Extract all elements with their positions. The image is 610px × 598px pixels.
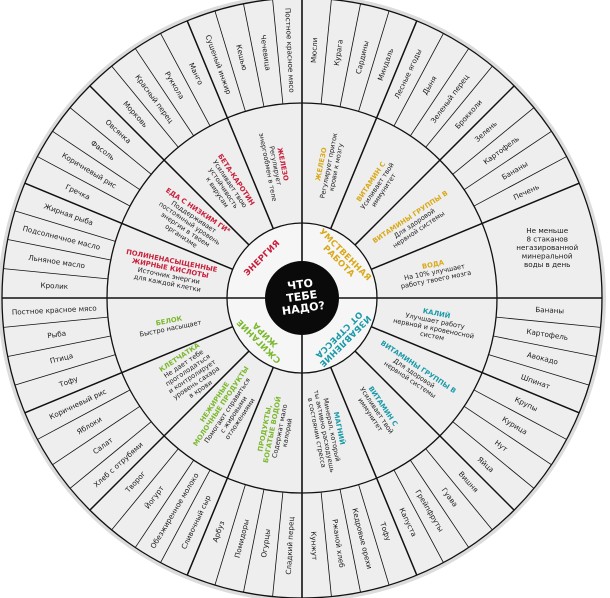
food-item: Огурцы	[259, 528, 272, 558]
food-divider	[111, 448, 179, 531]
food-item: Кролик	[40, 281, 69, 291]
center-circle	[265, 261, 339, 335]
nutrient-divider	[354, 350, 515, 511]
food-item: Сладкий перец	[284, 516, 296, 574]
food-item: Рыба	[47, 329, 67, 341]
food-divider	[425, 65, 493, 148]
nutrient-divider	[186, 367, 274, 576]
nutrient-divider	[371, 182, 580, 270]
food-item: Постное красное мясо	[12, 304, 97, 317]
food-item: Мюсли	[309, 37, 319, 63]
food-divider	[410, 48, 470, 137]
food-item: Бананы	[535, 305, 565, 315]
food-divider	[320, 0, 332, 104]
food-divider	[393, 33, 444, 127]
food-divider	[452, 421, 535, 489]
food-divider	[243, 489, 265, 593]
food-divider	[14, 210, 116, 242]
nutrient-divider	[24, 182, 233, 270]
food-divider	[410, 459, 470, 548]
water-note-line: негазированной	[516, 243, 578, 252]
water-note: Не меньше 8 стаканов негазированной минерал…	[516, 226, 578, 269]
food-divider	[488, 354, 590, 386]
nutrient-divider	[354, 85, 515, 246]
nutrient-divider	[371, 326, 580, 414]
food-item: Кунжут	[309, 531, 319, 560]
water-note-line: Не меньше	[526, 226, 568, 235]
food-divider	[425, 448, 493, 531]
food-divider	[37, 156, 131, 207]
food-divider	[160, 469, 211, 563]
food-divider	[358, 484, 390, 586]
nutrient-divider	[24, 326, 233, 414]
nutrient-divider	[89, 350, 250, 511]
food-divider	[69, 421, 152, 489]
nutrient-divider	[330, 20, 418, 229]
food-divider	[272, 0, 284, 104]
water-note-line: 8 стаканов	[526, 235, 567, 244]
center-question: НАДО?	[281, 299, 326, 318]
food-divider	[473, 156, 567, 207]
food-divider	[14, 354, 116, 386]
food-divider	[111, 65, 179, 148]
nutrient-divider	[330, 367, 418, 576]
food-item: Курага	[332, 39, 345, 67]
food-divider	[272, 492, 284, 597]
food-divider	[134, 48, 194, 137]
food-divider	[52, 130, 141, 190]
nutrient-divider	[186, 20, 274, 229]
food-divider	[52, 406, 141, 466]
food-divider	[463, 406, 552, 466]
food-divider	[339, 3, 361, 107]
nutrient-divider	[89, 85, 250, 246]
water-note-line: воды в день	[524, 260, 570, 269]
food-item: Постное красное мясо	[283, 8, 296, 93]
food-divider	[493, 335, 597, 357]
food-divider	[7, 239, 111, 261]
center-question: ЧТО	[286, 276, 313, 292]
food-divider	[243, 3, 265, 107]
food-divider	[134, 459, 194, 548]
food-divider	[452, 107, 535, 175]
food-divider	[214, 10, 246, 112]
food-divider	[214, 484, 246, 586]
food-divider	[7, 335, 111, 357]
food-divider	[69, 107, 152, 175]
food-divider	[463, 130, 552, 190]
food-divider	[3, 268, 108, 280]
water-note-line: минеральной	[522, 252, 573, 261]
food-divider	[160, 33, 211, 127]
food-divider	[3, 316, 108, 328]
food-divider	[37, 389, 131, 440]
food-divider	[320, 492, 332, 597]
food-divider	[339, 489, 361, 593]
center-question: ТЕБЕ	[286, 288, 318, 305]
food-divider	[393, 469, 444, 563]
food-divider	[358, 10, 390, 112]
food-divider	[496, 316, 601, 328]
food-divider	[473, 389, 567, 440]
